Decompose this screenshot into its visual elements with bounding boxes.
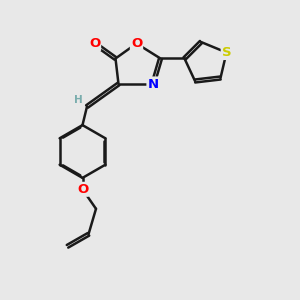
Text: N: N	[147, 77, 159, 91]
Text: O: O	[89, 37, 100, 50]
Text: O: O	[131, 37, 142, 50]
Text: H: H	[74, 95, 82, 105]
Text: S: S	[222, 46, 231, 59]
Text: O: O	[77, 183, 88, 196]
